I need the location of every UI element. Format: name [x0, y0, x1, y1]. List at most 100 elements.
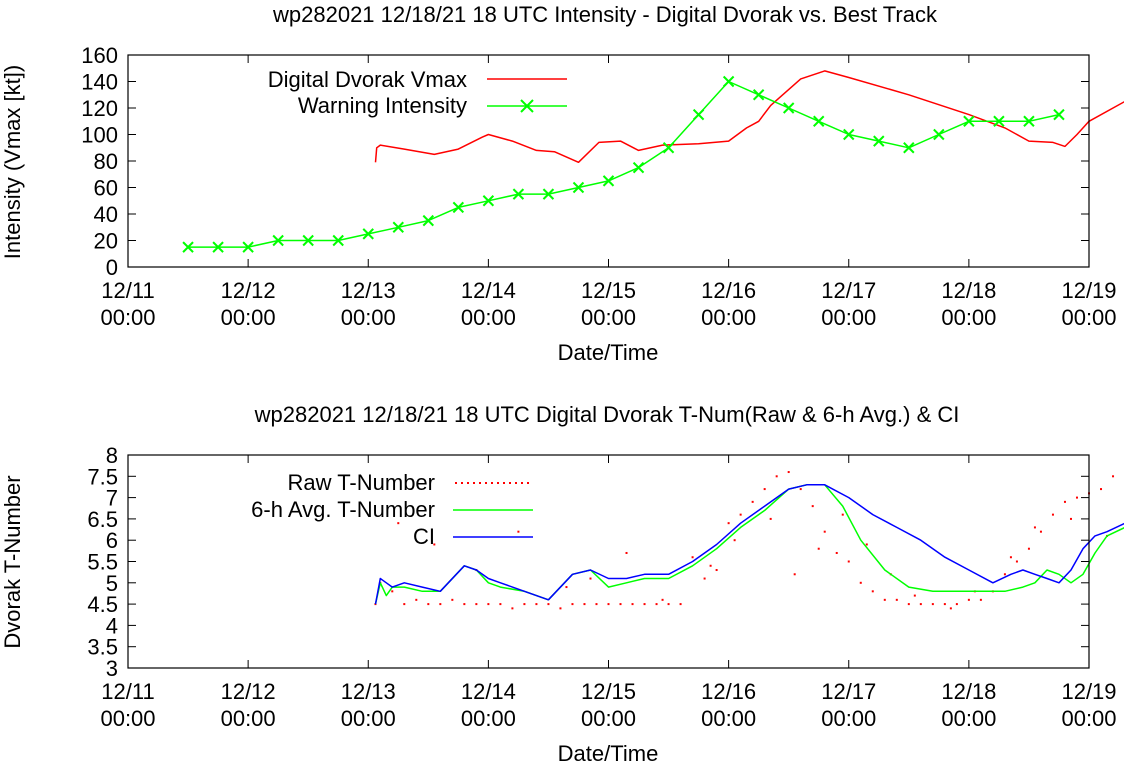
raw-t-number-point	[763, 488, 766, 491]
y-tick-label: 120	[81, 96, 118, 121]
warning-intensity-marker	[843, 128, 855, 141]
raw-t-number-point	[391, 590, 394, 593]
raw-t-number-point	[769, 517, 772, 520]
x-tick-label-date: 12/14	[461, 278, 516, 303]
tnumber-chart-ylabel: Dvorak T-Number	[0, 475, 25, 648]
raw-t-number-point	[793, 573, 796, 576]
warning-intensity-marker	[782, 102, 795, 114]
warning-intensity-marker	[422, 214, 435, 227]
raw-t-number-point	[643, 603, 646, 606]
raw-t-number-point	[433, 543, 436, 546]
legend-swatch-raw-t-number-dot	[497, 482, 499, 484]
raw-t-number-point	[1063, 500, 1066, 503]
legend-swatch-raw-t-number-dot	[455, 482, 457, 484]
y-tick-label: 5.5	[87, 550, 118, 575]
x-tick-label-date: 12/18	[941, 679, 996, 704]
raw-t-number-point	[667, 603, 670, 606]
raw-t-number-point	[475, 603, 478, 606]
x-tick-label-time: 00:00	[221, 305, 276, 330]
warning-intensity-marker	[692, 108, 705, 121]
x-tick-label-time: 00:00	[941, 706, 996, 731]
y-tick-label: 6.5	[87, 507, 118, 532]
raw-t-number-point	[1051, 513, 1054, 516]
y-tick-label: 20	[94, 229, 118, 254]
raw-t-number-point	[817, 547, 820, 550]
legend-swatch-raw-t-number-dot	[509, 482, 511, 484]
y-tick-label: 100	[81, 123, 118, 148]
y-tick-label: 3.5	[87, 635, 118, 660]
x-tick-label-date: 12/12	[221, 679, 276, 704]
legend-swatch-raw-t-number-dot	[503, 482, 505, 484]
warning-intensity-marker	[813, 115, 825, 127]
intensity-chart-ticks: 02040608010012014016012/1100:0012/1200:0…	[81, 43, 1116, 330]
y-tick-label: 5	[106, 571, 118, 596]
raw-t-number-point	[841, 513, 844, 516]
legend-swatch-raw-t-number-dot	[473, 482, 475, 484]
raw-t-number-point	[733, 539, 736, 542]
warning-intensity-marker	[242, 241, 254, 253]
raw-t-number-point	[1015, 560, 1018, 563]
y-tick-label: 80	[94, 149, 118, 174]
x-tick-label-time: 00:00	[1061, 706, 1116, 731]
warning-intensity-marker	[452, 201, 465, 214]
intensity-chart-ylabel: Intensity (Vmax [kt])	[0, 65, 25, 259]
legend-label-ci: CI	[413, 524, 435, 549]
raw-t-number-point	[1112, 475, 1115, 478]
raw-t-number-point	[709, 564, 712, 567]
raw-t-number-point	[1100, 488, 1103, 491]
warning-intensity-marker	[482, 195, 495, 207]
legend-label-6h-avg-t-number: 6-h Avg. T-Number	[251, 497, 435, 522]
raw-t-number-point	[799, 488, 802, 491]
x-tick-label-date: 12/19	[1061, 679, 1116, 704]
intensity-chart-legend: Digital Dvorak Vmax Warning Intensity	[268, 67, 567, 118]
raw-t-number-point	[1069, 517, 1072, 520]
x-tick-label-time: 00:00	[100, 305, 155, 330]
ci-line	[374, 484, 1124, 605]
x-tick-label-time: 00:00	[341, 706, 396, 731]
raw-t-number-point	[463, 603, 466, 606]
raw-t-number-point	[523, 603, 526, 606]
raw-t-number-point	[865, 543, 868, 546]
y-tick-label: 4	[106, 613, 118, 638]
warning-intensity-marker	[302, 234, 314, 247]
raw-t-number-point	[415, 598, 418, 601]
raw-t-number-point	[661, 598, 664, 601]
warning-intensity-marker	[392, 221, 404, 233]
warning-intensity-marker	[632, 161, 645, 174]
raw-t-number-point	[535, 603, 538, 606]
legend-swatch-raw-t-number-dot	[467, 482, 469, 484]
warning-intensity-marker	[963, 115, 975, 127]
warning-intensity-marker	[602, 175, 615, 187]
legend-swatch-raw-t-number-dot	[515, 482, 517, 484]
raw-t-number-point	[487, 603, 490, 606]
6-h-avg-t-number-line	[374, 484, 1124, 605]
y-tick-label: 7	[106, 486, 118, 511]
raw-t-number-point	[919, 603, 922, 606]
raw-t-number-point	[913, 594, 916, 597]
tnumber-chart-ticks: 33.544.555.566.577.5812/1100:0012/1200:0…	[87, 443, 1116, 731]
x-tick-label-time: 00:00	[581, 706, 636, 731]
y-tick-label: 3	[106, 656, 118, 681]
x-tick-label-time: 00:00	[221, 706, 276, 731]
warning-intensity-marker	[332, 234, 344, 247]
raw-t-number-point	[871, 590, 874, 593]
x-tick-label-time: 00:00	[581, 305, 636, 330]
raw-t-number-point	[1075, 496, 1078, 499]
warning-intensity-marker	[993, 115, 1005, 127]
legend-swatch-raw-t-number-dot	[521, 482, 523, 484]
y-tick-label: 7.5	[87, 464, 118, 489]
warning-intensity-marker	[542, 188, 555, 200]
x-tick-label-date: 12/13	[341, 278, 396, 303]
x-tick-label-date: 12/13	[341, 679, 396, 704]
intensity-chart-title: wp282021 12/18/21 18 UTC Intensity - Dig…	[272, 2, 938, 27]
raw-t-number-point	[967, 598, 970, 601]
y-tick-label: 40	[94, 202, 118, 227]
raw-t-number-point	[439, 603, 442, 606]
y-tick-label: 140	[81, 70, 118, 95]
x-tick-label-time: 00:00	[941, 305, 996, 330]
warning-intensity-marker	[1053, 108, 1065, 121]
raw-t-number-point	[559, 607, 562, 610]
x-tick-label-time: 00:00	[1061, 305, 1116, 330]
legend-label-raw-t-number: Raw T-Number	[287, 470, 435, 495]
raw-t-number-point	[1027, 547, 1030, 550]
